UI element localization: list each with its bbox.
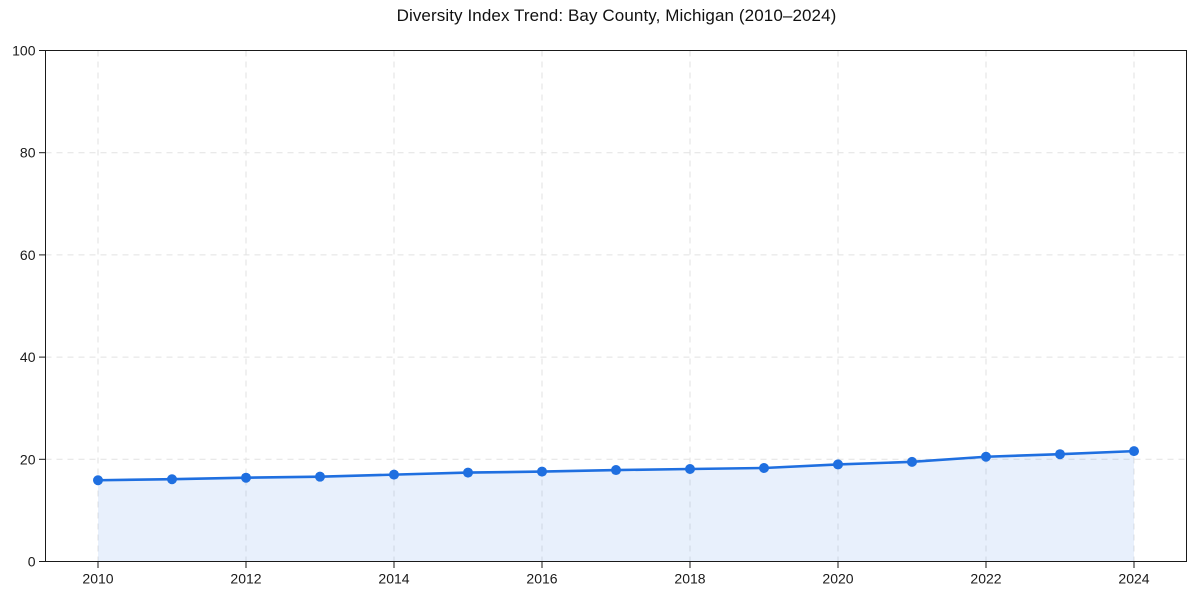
x-tick-label: 2012 xyxy=(230,571,261,587)
data-point xyxy=(315,471,325,482)
data-point xyxy=(167,474,177,485)
data-point xyxy=(907,456,917,467)
area-fill xyxy=(98,451,1134,562)
x-tick-label: 2014 xyxy=(378,571,409,587)
data-point xyxy=(981,451,991,462)
y-tick-label: 60 xyxy=(20,247,36,263)
x-axis: 2010 2012 2014 2016 2018 2020 2022 2024 xyxy=(82,561,1150,587)
y-tick-label: 0 xyxy=(28,554,36,570)
data-point xyxy=(389,469,399,480)
data-point xyxy=(685,464,695,475)
data-point xyxy=(759,462,769,473)
plot-frame xyxy=(45,50,1187,562)
data-point xyxy=(833,459,843,470)
y-tick-label: 100 xyxy=(12,43,36,59)
data-point xyxy=(611,465,621,476)
y-tick-label: 40 xyxy=(20,349,36,365)
x-tick-label: 2018 xyxy=(674,571,705,587)
y-tick-label: 80 xyxy=(20,145,36,161)
data-point xyxy=(241,472,251,483)
data-point xyxy=(463,467,473,478)
x-tick-label: 2024 xyxy=(1118,571,1149,587)
data-point xyxy=(1055,449,1065,460)
data-points xyxy=(93,446,1139,486)
data-point xyxy=(537,466,547,477)
x-tick-label: 2010 xyxy=(82,571,113,587)
chart-title: Diversity Index Trend: Bay County, Michi… xyxy=(396,6,837,25)
data-point xyxy=(93,475,103,486)
x-tick-label: 2020 xyxy=(822,571,853,587)
data-point xyxy=(1129,446,1139,457)
x-tick-label: 2022 xyxy=(970,571,1001,587)
gridlines xyxy=(45,50,1187,562)
y-tick-label: 20 xyxy=(20,451,36,467)
x-tick-label: 2016 xyxy=(526,571,557,587)
y-axis: 0 20 40 60 80 100 xyxy=(12,43,46,570)
